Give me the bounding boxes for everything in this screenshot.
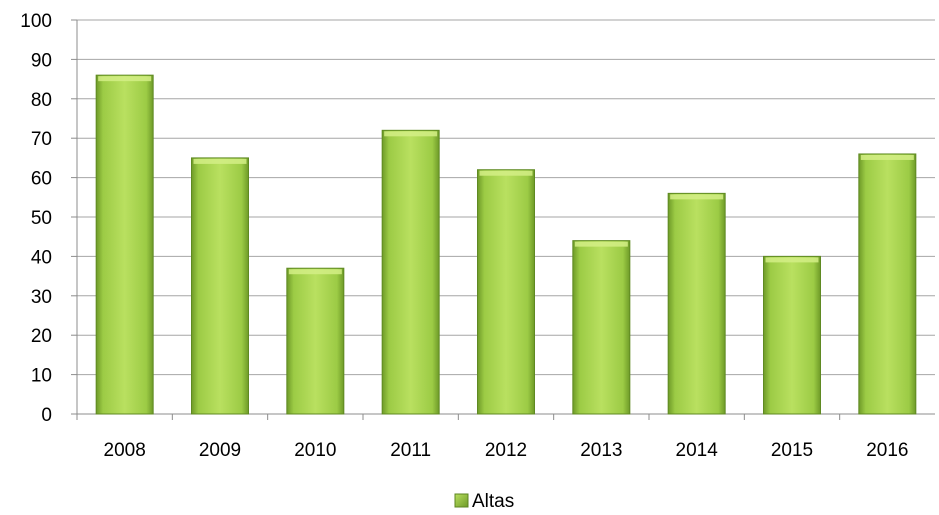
x-tick-label: 2012 (485, 440, 527, 461)
x-tick-label: 2014 (676, 440, 719, 461)
x-tick-label: 2011 (390, 440, 431, 461)
bar-2015 (763, 255, 821, 415)
y-tick-label: 20 (31, 326, 52, 347)
bar-2014 (667, 192, 726, 415)
bar-2008 (95, 74, 154, 415)
y-tick-label: 30 (31, 287, 52, 308)
bar-top-bevel (670, 194, 724, 200)
y-tick-label: 60 (31, 169, 52, 190)
y-tick-label: 70 (31, 129, 52, 150)
y-tick-label: 40 (31, 247, 52, 268)
x-axis-tick-labels: 2008 2009 2010 2011 2012 2013 2014 2015 2016 (104, 440, 909, 461)
y-axis-tick-labels: 0 10 20 30 40 50 60 70 80 90 100 (20, 11, 52, 426)
y-tick-label: 90 (31, 50, 52, 71)
bar-top-bevel (479, 170, 533, 176)
bar-top-bevel (860, 154, 914, 160)
y-tick-label: 100 (20, 11, 52, 32)
bar-2016 (858, 153, 917, 415)
bar-2013 (572, 240, 631, 415)
x-tick-label: 2016 (866, 440, 908, 461)
bar-2009 (191, 157, 249, 415)
x-tick-label: 2009 (199, 440, 241, 461)
bar-top-bevel (765, 257, 819, 263)
x-tick-label: 2013 (580, 440, 622, 461)
bar-top-bevel (98, 76, 152, 82)
y-tick-label: 50 (31, 208, 52, 229)
y-tick-label: 80 (31, 90, 52, 111)
x-tick-label: 2008 (104, 440, 146, 461)
legend-swatch (454, 493, 469, 508)
y-tick-label: 0 (41, 405, 52, 426)
bar-top-bevel (193, 158, 247, 164)
x-tick-label: 2010 (294, 440, 336, 461)
bar-2012 (477, 169, 535, 415)
legend-label-altas: Altas (472, 491, 514, 512)
bar-2010 (286, 267, 345, 415)
bar-series (95, 74, 917, 415)
x-tick-label: 2015 (771, 440, 813, 461)
bar-top-bevel (384, 131, 438, 137)
bar-2011 (381, 129, 440, 415)
y-tick-label: 10 (31, 366, 52, 387)
legend: Altas (454, 491, 514, 512)
bar-top-bevel (288, 269, 342, 275)
bar-top-bevel (574, 241, 628, 247)
